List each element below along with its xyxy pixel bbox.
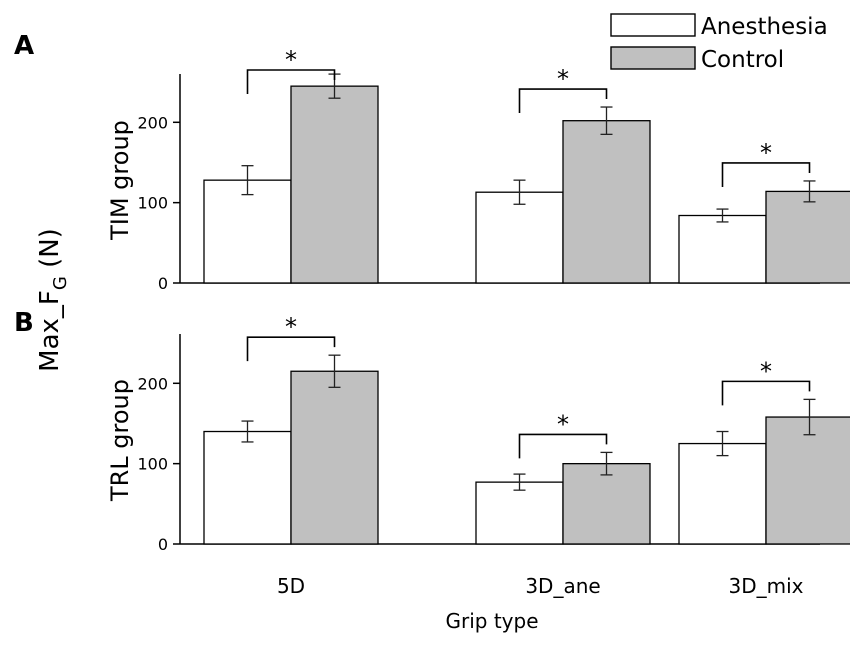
panel-b-y-tick-label: 0 <box>158 535 168 554</box>
x-tick-label-3d-mix: 3D_mix <box>729 574 804 598</box>
shared-ylabel-prefix: Max_F <box>35 290 65 372</box>
x-tick-label-3d-ane: 3D_ane <box>525 574 600 598</box>
shared-ylabel-suffix: (N) <box>35 228 65 276</box>
panel-a-significance-star-3d-mix: * <box>760 139 772 167</box>
panel-b-y-tick-label: 100 <box>137 455 168 474</box>
panel-a-bar-anesthesia-5d <box>203 179 292 284</box>
panel-a-significance-bracket-5d <box>246 69 336 94</box>
panel-b-significance-bracket-3d-ane <box>518 433 608 459</box>
panel-b-bar-control-3d-ane <box>562 462 651 545</box>
panel-b-bar-control-3d-mix <box>765 416 850 545</box>
panel-b-bar-control-5d <box>290 370 379 545</box>
panel-b-bar-anesthesia-3d-ane <box>475 481 564 545</box>
panel-a-bar-anesthesia-3d-ane <box>475 191 564 284</box>
panel-a-significance-bracket-3d-mix <box>721 162 811 187</box>
x-tick-label-5d: 5D <box>277 574 305 598</box>
panel-a-bar-control-5d <box>290 85 379 284</box>
panel-b-significance-bracket-3d-mix <box>721 380 811 406</box>
legend-swatch-anesthesia <box>610 13 696 37</box>
panel-a-significance-star-5d: * <box>285 46 297 74</box>
panel-a-significance-star-3d-ane: * <box>557 65 569 93</box>
panel-a-y-tick-label: 100 <box>137 194 168 213</box>
legend-swatch-control <box>610 46 696 70</box>
panel-b-plot: 0 100 200 * * * <box>137 313 850 554</box>
panel-b-significance-star-3d-mix: * <box>760 357 772 385</box>
shared-ylabel: Max_FG (N) <box>35 228 71 372</box>
panel-a-bar-anesthesia-3d-mix <box>678 214 767 284</box>
panel-a-plot: 0 100 200 * * * <box>137 46 850 293</box>
panel-b-ylabel: TRL group <box>106 379 134 502</box>
panel-a-bar-control-3d-ane <box>562 120 651 284</box>
shared-ylabel-subscript: G <box>50 276 71 290</box>
panel-a-y-tick-label: 0 <box>158 274 168 293</box>
panel-b-bar-anesthesia-3d-mix <box>678 442 767 545</box>
panel-b-bar-anesthesia-5d <box>203 430 292 545</box>
panel-b-significance-star-5d: * <box>285 313 297 341</box>
panel-a-bar-control-3d-mix <box>765 190 850 284</box>
legend: Anesthesia Control <box>610 13 828 73</box>
panel-label-a: A <box>14 31 34 61</box>
panel-b-y-tick-label: 200 <box>137 374 168 393</box>
panel-a-significance-bracket-3d-ane <box>518 88 608 114</box>
panel-b-significance-star-3d-ane: * <box>557 410 569 438</box>
legend-label-control: Control <box>701 47 784 73</box>
panel-a-y-tick-label: 200 <box>137 113 168 132</box>
panel-a-ylabel: TIM group <box>106 120 134 241</box>
x-axis-title: Grip type <box>445 609 538 633</box>
panel-b-significance-bracket-5d <box>246 336 336 362</box>
legend-label-anesthesia: Anesthesia <box>701 14 828 40</box>
panel-label-b: B <box>14 308 34 338</box>
